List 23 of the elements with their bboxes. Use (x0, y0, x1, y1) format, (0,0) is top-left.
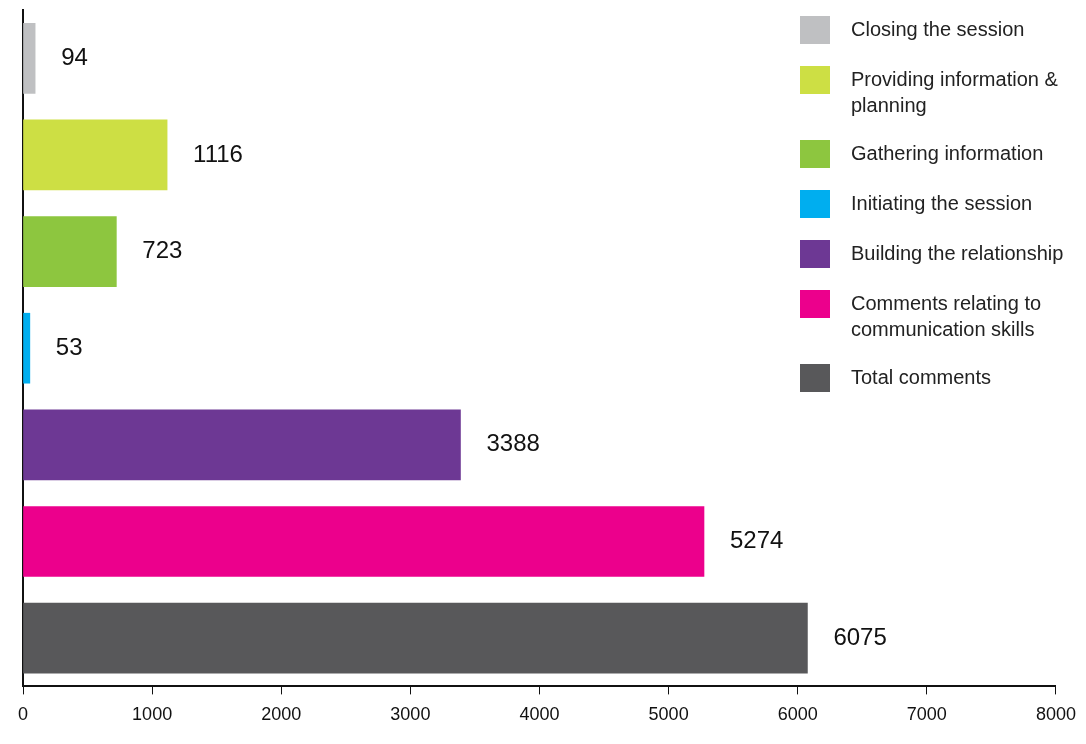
data-label: 6075 (833, 622, 887, 650)
legend-label: Gathering information (851, 141, 1044, 166)
legend-label: Initiating the session (851, 191, 1033, 216)
legend-label: Building the relationship (851, 241, 1064, 266)
x-tick-label: 7000 (906, 704, 947, 725)
data-label: 5274 (729, 526, 784, 554)
x-tick-label: 0 (17, 704, 29, 725)
x-tick-label: 1000 (132, 704, 173, 725)
x-tick-label: 6000 (777, 704, 818, 725)
x-tick-label: 2000 (261, 704, 302, 725)
legend-label: Providing information & planning (851, 67, 1059, 118)
legend-label: Closing the session (851, 17, 1025, 42)
legend-label: Total comments (851, 365, 992, 390)
x-tick-label: 4000 (519, 704, 560, 725)
data-label: 53 (55, 332, 83, 360)
x-tick-label: 5000 (648, 704, 689, 725)
legend-label: Comments relating to communication skills (851, 291, 1043, 342)
data-label: 94 (61, 42, 88, 70)
x-tick-label: 3000 (390, 704, 431, 725)
data-label: 723 (142, 236, 183, 264)
x-tick-label: 8000 (1035, 704, 1076, 725)
data-label: 1116 (193, 139, 243, 167)
data-label: 3388 (486, 429, 540, 457)
